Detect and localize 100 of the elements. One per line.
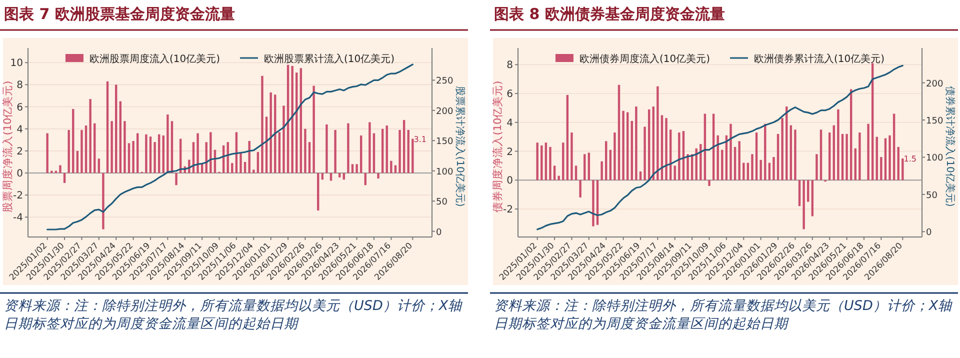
bar: [858, 132, 861, 180]
bar: [390, 160, 392, 173]
bar: [312, 86, 315, 173]
y2-axis-title: 债券累计净流入(10亿美元): [944, 86, 956, 207]
bar: [751, 154, 754, 180]
chart-title: 图表 7 欧洲股票基金周度资金流量: [4, 5, 235, 24]
y-tick-label: 8: [16, 80, 23, 92]
bar: [574, 166, 578, 180]
y2-tick-label: 50: [926, 190, 938, 201]
legend-label: 欧洲股票累计流入(10亿美元): [264, 53, 395, 65]
bar: [626, 112, 629, 180]
bar: [876, 136, 878, 180]
y-tick-label: -2: [13, 190, 23, 202]
bar: [902, 158, 904, 180]
y2-tick-label: 0: [436, 228, 442, 238]
bar: [326, 124, 328, 173]
bar: [558, 176, 560, 180]
y2-tick-label: 150: [436, 137, 454, 148]
bar: [282, 106, 285, 173]
bar: [730, 124, 732, 180]
bar: [880, 157, 882, 180]
bar: [832, 125, 835, 180]
chart-title: 图表 8 欧洲债券基金周度资金流量: [494, 5, 725, 24]
y-tick-label: 0: [16, 168, 23, 180]
y-tick-label: 6: [506, 89, 513, 100]
bar: [240, 153, 242, 173]
bar: [372, 133, 376, 173]
bar: [124, 121, 126, 173]
y-tick-label: 2: [506, 146, 513, 158]
y-tick-label: 6: [16, 102, 23, 114]
bar: [386, 126, 388, 173]
bar: [128, 143, 130, 173]
bar: [106, 81, 109, 173]
bar: [772, 157, 775, 180]
bar: [158, 134, 160, 173]
bar: [544, 142, 548, 180]
bar: [592, 180, 594, 226]
bar: [755, 132, 758, 180]
bar: [837, 109, 840, 180]
bar: [72, 108, 74, 173]
y-tick-label: 4: [506, 118, 513, 129]
bar: [334, 130, 336, 173]
bar: [76, 150, 79, 173]
bar: [244, 162, 246, 173]
bar: [665, 118, 668, 180]
bar: [84, 126, 88, 173]
bar: [622, 110, 624, 180]
bar: [347, 123, 350, 173]
bar: [897, 146, 900, 180]
y-tick-label: 8: [506, 60, 513, 72]
y2-tick-label: 250: [436, 76, 454, 87]
bar: [549, 146, 552, 180]
bar: [798, 180, 801, 206]
text: 资料来源：注：除特别注明外，所有流量数据均以美元（USD）计价；X轴日期标签对应的为周度资金流量区间的起始日期: [4, 297, 464, 333]
line-series: [536, 64, 904, 230]
bar: [360, 135, 362, 173]
bar: [708, 180, 710, 186]
bar: [98, 158, 100, 173]
bar: [867, 124, 870, 180]
y2-tick-label: 50: [436, 198, 448, 208]
bar: [570, 132, 573, 180]
bar: [94, 123, 96, 173]
bar: [145, 134, 148, 173]
bar: [609, 150, 612, 180]
y2-tick-label: 0: [926, 228, 932, 238]
bar: [351, 164, 354, 173]
bar: [132, 140, 134, 173]
y2-tick-label: 100: [926, 154, 944, 164]
legend-label: 欧洲债券周度流入(10亿美元): [579, 53, 710, 65]
bar: [816, 154, 818, 180]
y-tick-label: 10: [10, 58, 23, 70]
bar: [210, 132, 212, 173]
y-tick-label: 4: [16, 124, 23, 136]
bar: [154, 142, 156, 173]
bar: [584, 154, 586, 180]
bar: [566, 94, 569, 180]
y-axis-title: 股票周度净流入(10亿美元): [1, 80, 14, 212]
legend-label: 欧洲债券累计流入(10亿美元): [754, 53, 885, 65]
bar: [630, 120, 633, 180]
y-tick-label: -4: [13, 212, 23, 224]
bar: [270, 92, 272, 173]
bar: [381, 128, 384, 173]
text: 资料来源：注：除特别注明外，所有流量数据均以美元（USD）计价；X轴日期标签对应的为周度资金流量区间的起始日期: [494, 297, 954, 333]
bar: [342, 172, 345, 180]
bar: [802, 180, 805, 230]
bar: [781, 118, 784, 180]
bar: [89, 99, 92, 173]
bar: [540, 145, 543, 180]
bar: [119, 101, 122, 173]
bar: [256, 152, 260, 173]
bar: [892, 114, 896, 180]
bar: [278, 132, 281, 173]
bar: [674, 166, 676, 180]
bar: [614, 132, 616, 180]
bar: [600, 161, 603, 180]
bar: [888, 135, 891, 180]
y-axis-title: 债券周度净流入(10亿美元): [491, 80, 504, 212]
bar: [115, 84, 118, 173]
y2-axis-title: 股票累计净流入(10亿美元): [454, 86, 466, 207]
y2-tick-label: 200: [436, 106, 454, 117]
